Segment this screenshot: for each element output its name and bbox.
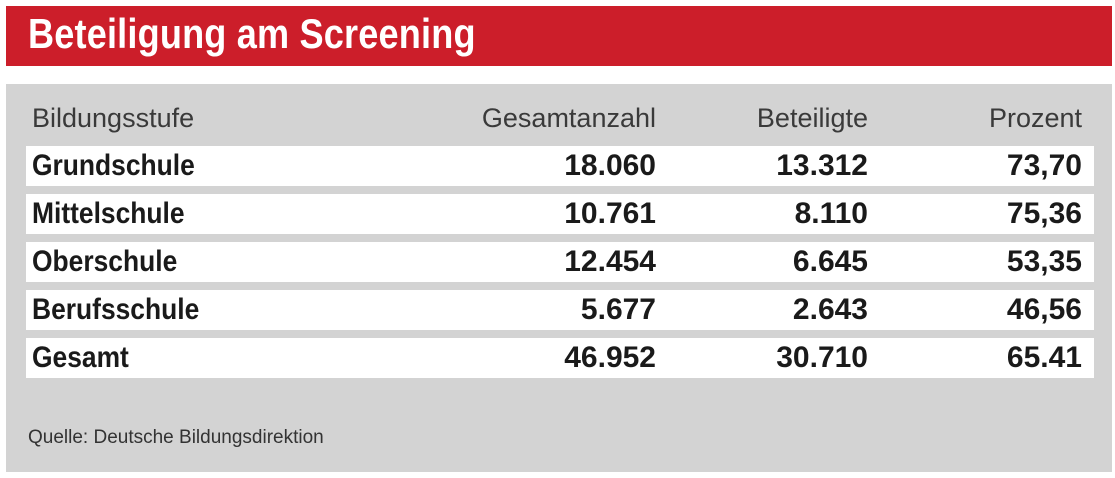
header-prozent: Prozent: [988, 103, 1082, 133]
table-row: Berufsschule 5.677 2.643 46,56: [26, 290, 1094, 330]
row-label: Gesamt: [32, 341, 129, 374]
cell-gesamtanzahl: 12.454: [564, 245, 656, 278]
cell-beteiligte: 6.645: [792, 245, 868, 278]
table-panel: Bildungsstufe Gesamtanzahl Beteiligte Pr…: [6, 84, 1112, 472]
row-label: Berufsschule: [32, 293, 200, 326]
cell-beteiligte: 2.643: [792, 293, 868, 326]
header-gesamtanzahl: Gesamtanzahl: [481, 103, 656, 133]
cell-prozent: 65.41: [1006, 341, 1082, 374]
table-row: Grundschule 18.060 13.312 73,70: [26, 146, 1094, 186]
row-label: Mittelschule: [32, 197, 185, 230]
cell-prozent: 53,35: [1006, 245, 1082, 278]
row-label: Oberschule: [32, 245, 178, 278]
cell-beteiligte: 30.710: [776, 341, 868, 374]
table-header: Bildungsstufe Gesamtanzahl Beteiligte Pr…: [26, 100, 1094, 136]
source-note: Quelle: Deutsche Bildungsdirektion: [28, 427, 324, 448]
title-bar: Beteiligung am Screening: [6, 6, 1112, 66]
cell-beteiligte: 8.110: [794, 197, 868, 230]
cell-gesamtanzahl: 18.060: [564, 149, 656, 182]
cell-prozent: 73,70: [1006, 149, 1082, 182]
cell-gesamtanzahl: 10.761: [564, 197, 656, 230]
header-bildungsstufe: Bildungsstufe: [32, 103, 195, 133]
table-row-total: Gesamt 46.952 30.710 65.41: [26, 338, 1094, 378]
table-row: Oberschule 12.454 6.645 53,35: [26, 242, 1094, 282]
header-beteiligte: Beteiligte: [756, 103, 868, 133]
cell-gesamtanzahl: 5.677: [580, 293, 656, 326]
row-label: Grundschule: [32, 149, 195, 182]
cell-beteiligte: 13.312: [776, 149, 868, 182]
cell-gesamtanzahl: 46.952: [564, 341, 656, 374]
chart-title: Beteiligung am Screening: [28, 10, 476, 57]
table-row: Mittelschule 10.761 8.110 75,36: [26, 194, 1094, 234]
cell-prozent: 75,36: [1006, 197, 1082, 230]
cell-prozent: 46,56: [1006, 293, 1082, 326]
